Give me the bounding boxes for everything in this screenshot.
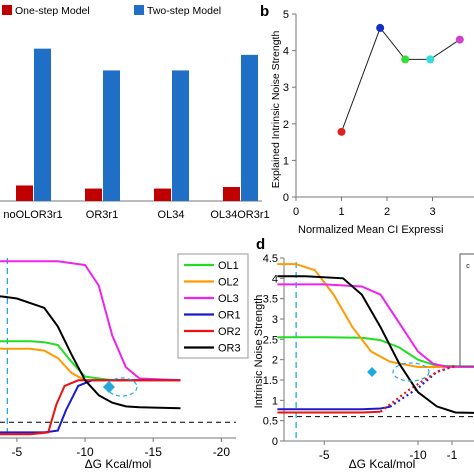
tick-label-noolor3r1: noOLOR3r1 xyxy=(3,209,62,221)
legend: OL1 OL2 OL3 OR1 OR2 OR3 xyxy=(177,253,249,359)
y-tick-label-4.5: 4.5 xyxy=(263,253,278,265)
x-tick-label-1: -1 xyxy=(447,448,458,462)
y-tick-label-5: 5 xyxy=(283,9,289,21)
y-tick-label-1.5: 1.5 xyxy=(263,375,278,387)
data-point-2 xyxy=(376,23,385,32)
panel-label-b: b xyxy=(260,3,269,20)
intersection-marker xyxy=(367,367,377,377)
bar-one-step-ol34or3r1 xyxy=(223,187,240,201)
bar-two-step-or3r1 xyxy=(103,70,120,201)
series-ol1 xyxy=(0,340,181,382)
x-tick-label-10: -10 xyxy=(409,448,427,462)
series-or3 xyxy=(0,295,181,410)
series-ol3 xyxy=(277,283,474,368)
legend-label-or1: OR1 xyxy=(218,310,241,322)
data-point-4 xyxy=(426,55,435,64)
series-ol2 xyxy=(0,347,181,382)
series-or1-dotted xyxy=(389,364,456,408)
y-tick-label-3.5: 3.5 xyxy=(263,294,278,306)
intersection-marker xyxy=(103,381,115,393)
convergence-ellipse xyxy=(392,362,430,382)
x-tick-label-5: -5 xyxy=(12,445,23,459)
y-tick-label-2: 2 xyxy=(283,119,289,131)
panel-a-bar-chart: noOLOR3r1 OR3r1 OL34 OL34OR3r1 One-step Mode… xyxy=(0,5,270,221)
data-point-1 xyxy=(337,127,346,136)
inset-tick-label: c xyxy=(466,263,470,270)
y-tick-label-0.5: 0.5 xyxy=(263,416,278,428)
y-axis-label: Explained Intrinsic Noise Strength xyxy=(270,31,282,189)
legend-label-or2: OR2 xyxy=(218,326,241,338)
series-or1 xyxy=(0,379,181,434)
x-tick-label-5: -5 xyxy=(319,448,330,462)
bar-one-step-or3r1 xyxy=(85,188,102,201)
tick-label-ol34: OL34 xyxy=(158,209,185,221)
y-tick-label-0: 0 xyxy=(272,436,278,448)
tick-label-ol34or3r1: OL34OR3r1 xyxy=(210,209,269,221)
series-or2 xyxy=(0,379,181,436)
x-tick-label-20: -20 xyxy=(213,445,231,459)
legend-label-two-step: Two-step Model xyxy=(147,5,221,17)
bar-one-step-noolor3r1 xyxy=(16,185,33,201)
series-or3 xyxy=(277,275,474,414)
y-tick-label-2: 2 xyxy=(272,355,278,367)
legend-swatch-one-step xyxy=(2,5,12,15)
y-tick-label-4: 4 xyxy=(272,273,278,285)
y-tick-label-1: 1 xyxy=(272,395,278,407)
legend-label-ol2: OL2 xyxy=(218,277,239,289)
y-tick-label-3: 3 xyxy=(272,314,278,326)
legend-swatch-two-step xyxy=(134,5,144,15)
y-tick-label-4: 4 xyxy=(283,46,289,58)
bar-two-step-noolor3r1 xyxy=(34,48,51,202)
x-tick-label-3: 3 xyxy=(429,206,435,218)
legend-label-one-step: One-step Model xyxy=(15,5,90,17)
tick-label-or3r1: OR3r1 xyxy=(86,209,118,221)
series-ol1 xyxy=(277,336,474,368)
legend-label-ol3: OL3 xyxy=(218,293,239,305)
inset-box xyxy=(459,253,474,367)
legend-box xyxy=(177,253,249,359)
x-axis-label: ΔG Kcal/mol xyxy=(349,457,416,471)
data-point-3 xyxy=(401,55,410,64)
bar-two-step-ol34 xyxy=(172,70,189,201)
y-tick-label-0: 0 xyxy=(283,192,289,204)
legend-label-ol1: OL1 xyxy=(218,260,239,272)
series-ol3 xyxy=(0,260,181,382)
panel-b-line-chart: 01234501234Normalized Mean CI ExpressiEx… xyxy=(260,3,474,236)
y-tick-label-3: 3 xyxy=(283,82,289,94)
legend-label-or3: OR3 xyxy=(218,343,241,355)
x-tick-label-2: 2 xyxy=(384,206,390,218)
x-tick-label-10: -10 xyxy=(76,445,94,459)
y-tick-label-1: 1 xyxy=(283,155,289,167)
x-axis-label: Normalized Mean CI Expressi xyxy=(298,224,444,236)
bar-one-step-ol34 xyxy=(154,188,171,201)
panel-label-d: d xyxy=(256,236,265,253)
y-tick-label-2.5: 2.5 xyxy=(263,334,278,346)
data-point-5 xyxy=(455,35,464,44)
series-or2-dotted xyxy=(379,364,456,413)
series-ol2 xyxy=(277,263,474,368)
x-tick-label-1: 1 xyxy=(338,206,344,218)
series-line xyxy=(341,26,461,133)
x-tick-label-0: 0 xyxy=(293,206,299,218)
panel-c-line-chart: -5 -10 -15 -20 ΔG Kcal/mol OL1 OL2 OL3 OR1 OR2 OR3 xyxy=(0,253,249,471)
y-axis-label: Intrinsic Noise Strength xyxy=(253,295,265,409)
x-axis-label: ΔG Kcal/mol xyxy=(85,457,152,471)
series-or2 xyxy=(277,410,381,414)
panel-d-line-chart: 0 0.5 1 1.5 2 2.5 3 3.5 4 4.5 -5 -10 -1 c ΔG Kcal/mol I… xyxy=(253,236,474,471)
series-or1 xyxy=(277,405,391,411)
x-tick-label-15: -15 xyxy=(145,445,163,459)
bar-two-step-ol34or3r1 xyxy=(241,54,258,201)
